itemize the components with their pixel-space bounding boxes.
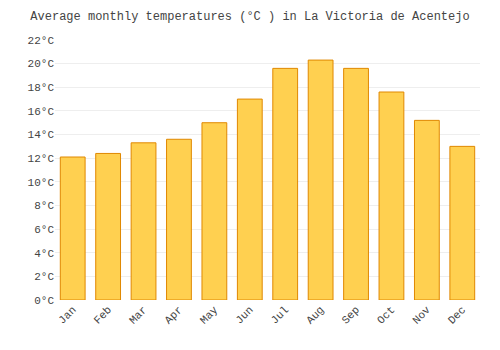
svg-text:May: May xyxy=(198,304,221,327)
svg-text:8°C: 8°C xyxy=(34,200,54,212)
svg-text:Nov: Nov xyxy=(410,304,433,327)
svg-text:Feb: Feb xyxy=(92,304,114,326)
svg-text:12°C: 12°C xyxy=(28,153,55,165)
svg-text:20°C: 20°C xyxy=(28,58,55,70)
svg-text:Aug: Aug xyxy=(304,304,326,326)
svg-text:Dec: Dec xyxy=(446,304,468,326)
svg-text:Mar: Mar xyxy=(127,304,149,326)
svg-text:6°C: 6°C xyxy=(34,224,54,236)
svg-text:16°C: 16°C xyxy=(28,106,55,118)
svg-text:10°C: 10°C xyxy=(28,177,55,189)
svg-text:Jan: Jan xyxy=(56,304,78,326)
svg-text:18°C: 18°C xyxy=(28,82,55,94)
svg-text:2°C: 2°C xyxy=(34,271,54,283)
svg-text:Sep: Sep xyxy=(340,304,362,326)
svg-text:Oct: Oct xyxy=(375,304,397,326)
svg-text:Jun: Jun xyxy=(233,304,255,326)
svg-text:Average monthly temperatures (: Average monthly temperatures (°C ) in La… xyxy=(30,10,469,24)
svg-text:Apr: Apr xyxy=(162,304,184,326)
svg-text:Jul: Jul xyxy=(269,304,291,326)
svg-text:4°C: 4°C xyxy=(34,248,54,260)
svg-text:0°C: 0°C xyxy=(34,295,54,307)
svg-text:14°C: 14°C xyxy=(28,129,55,141)
svg-text:22°C: 22°C xyxy=(28,35,55,47)
